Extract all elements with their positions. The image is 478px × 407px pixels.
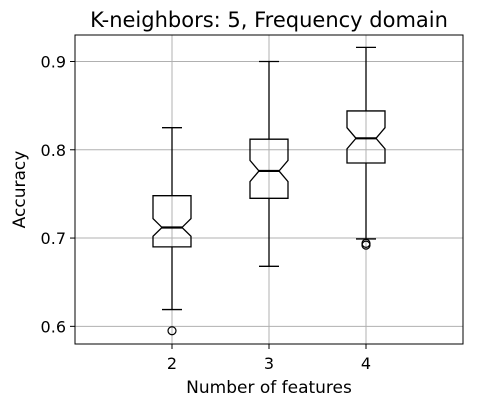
x-tick-label-3: 3 xyxy=(264,354,274,373)
y-tick-label-0.7: 0.7 xyxy=(41,229,66,248)
y-tick-label-0.8: 0.8 xyxy=(41,141,66,160)
chart-title: K-neighbors: 5, Frequency domain xyxy=(90,8,448,32)
box-3 xyxy=(249,60,289,267)
outlier-point xyxy=(167,326,177,336)
x-tick-label-4: 4 xyxy=(361,354,371,373)
notched-box xyxy=(152,195,192,248)
x-axis-label: Number of features xyxy=(186,378,352,398)
notched-box xyxy=(346,110,386,164)
tick-layer: 2 3 4 0.6 0.7 0.8 0.9 xyxy=(41,52,372,373)
box-2 xyxy=(152,127,192,336)
x-tick-label-2: 2 xyxy=(167,354,177,373)
box-4 xyxy=(346,46,386,250)
y-tick-label-0.6: 0.6 xyxy=(41,317,66,336)
outlier-point xyxy=(361,240,371,250)
box-layer xyxy=(152,46,386,336)
y-axis-label: Accuracy xyxy=(10,151,30,229)
y-tick-label-0.9: 0.9 xyxy=(41,52,66,71)
notched-box xyxy=(249,138,289,199)
